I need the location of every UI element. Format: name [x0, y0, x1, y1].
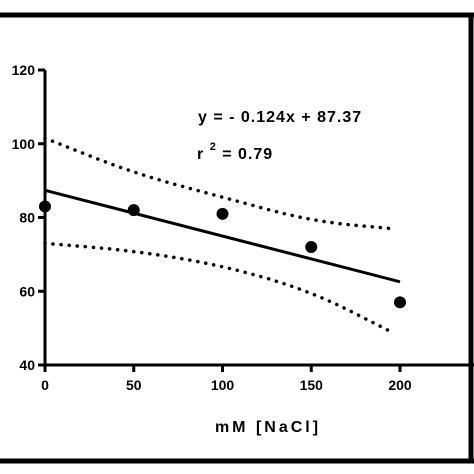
r2-prefix: r: [197, 146, 204, 163]
y-tick-label: 120: [12, 62, 36, 78]
data-point: [39, 200, 51, 213]
x-tick-label: 100: [211, 377, 235, 393]
regression-line: [44, 188, 401, 284]
lower-confidence-curve: [43, 241, 393, 334]
y-tick-label: 60: [19, 283, 35, 299]
x-tick-label: 200: [388, 377, 412, 393]
upper-confidence-curve: [43, 136, 393, 231]
data-point: [127, 204, 140, 217]
x-axis-title: mM [NaCl]: [215, 419, 321, 436]
y-tick-label: 100: [12, 136, 36, 152]
data-point: [394, 296, 406, 309]
r2-annotation: r 2 = 0.79: [197, 137, 273, 163]
data-point: [305, 241, 318, 253]
y-tick-label: 40: [19, 357, 35, 373]
r2-suffix: = 0.79: [222, 146, 273, 163]
x-tick-label: 150: [300, 377, 324, 393]
x-tick-label: 50: [126, 377, 142, 393]
equation-annotation: y = - 0.124x + 87.37: [198, 109, 362, 126]
data-points: [39, 200, 406, 309]
fit-line-group: [44, 188, 401, 284]
x-tick-label: 0: [41, 377, 49, 393]
confidence-band: [43, 136, 393, 334]
ticks: 40 60 80 100 120 0 50 100 150 200 2: [12, 62, 412, 393]
y-tick-label: 80: [19, 210, 35, 226]
data-point: [216, 207, 229, 220]
r2-exponent: 2: [210, 141, 217, 153]
